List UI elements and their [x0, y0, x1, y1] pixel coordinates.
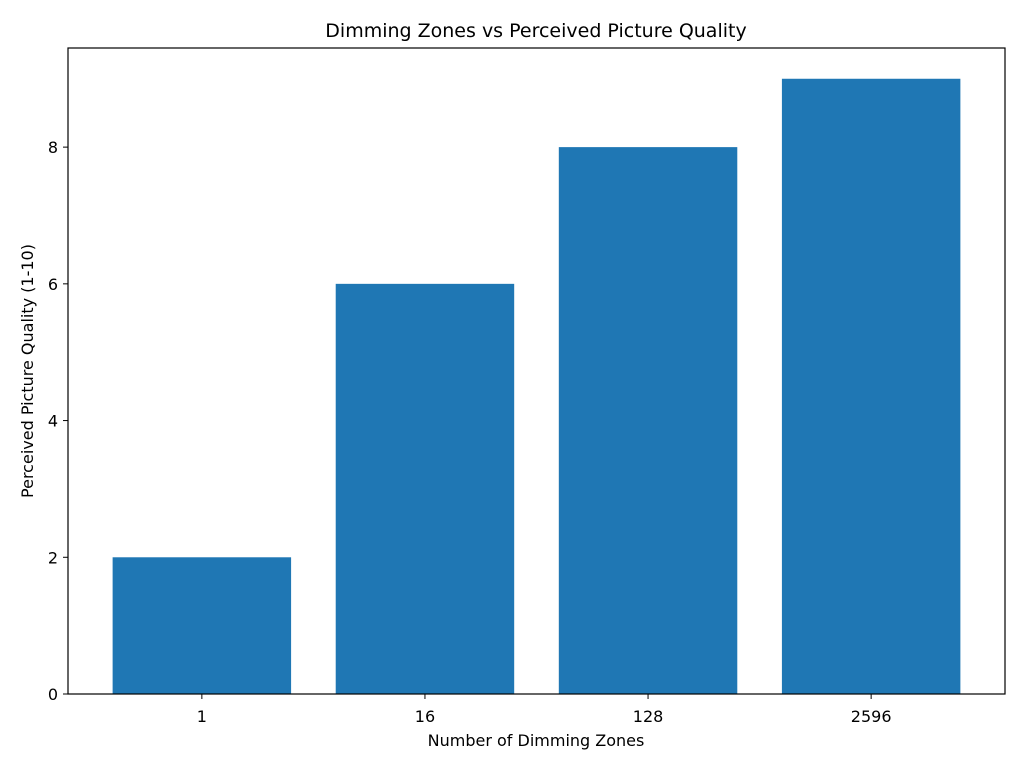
- y-tick-label: 0: [48, 685, 58, 704]
- y-axis-label: Perceived Picture Quality (1-10): [18, 244, 37, 498]
- x-axis-ticks: 1 16 128 2596: [197, 694, 892, 726]
- bar-1: [112, 557, 292, 694]
- chart-title: Dimming Zones vs Perceived Picture Quali…: [325, 20, 746, 42]
- bar-2596: [781, 78, 961, 694]
- x-axis-label: Number of Dimming Zones: [428, 731, 645, 750]
- bar-128: [558, 147, 738, 694]
- y-tick-label: 4: [48, 412, 58, 431]
- y-tick-label: 6: [48, 275, 58, 294]
- y-axis-ticks: 0 2 4 6 8: [48, 138, 68, 704]
- bars-group: [112, 78, 961, 694]
- x-tick-label: 1: [197, 707, 207, 726]
- y-tick-label: 2: [48, 548, 58, 567]
- x-tick-label: 128: [633, 707, 664, 726]
- y-tick-label: 8: [48, 138, 58, 157]
- x-tick-label: 16: [415, 707, 435, 726]
- plot-frame: [67, 47, 1006, 695]
- bar-16: [335, 283, 515, 694]
- x-tick-label: 2596: [851, 707, 892, 726]
